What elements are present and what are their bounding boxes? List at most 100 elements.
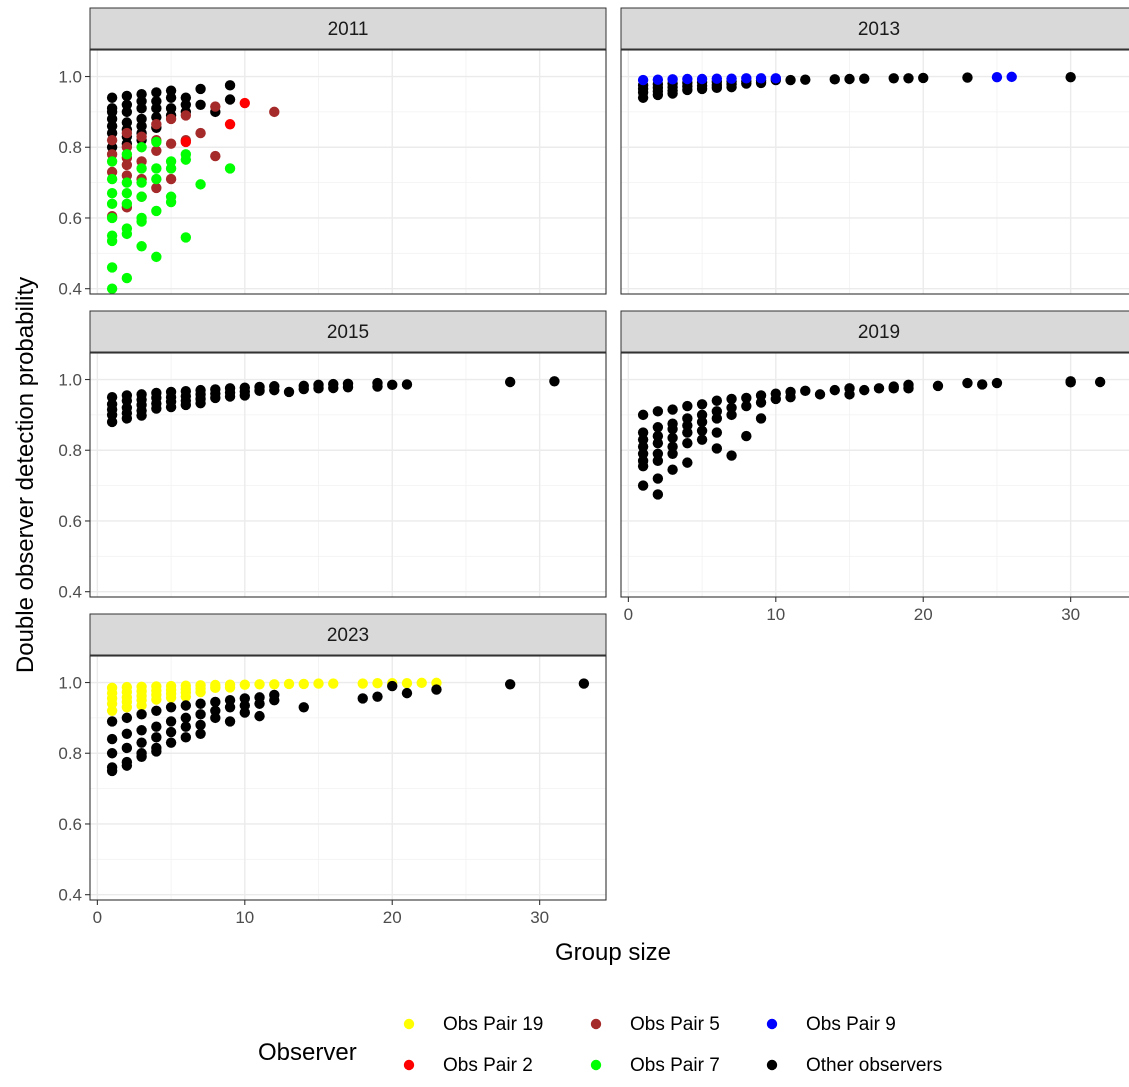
data-point [180, 154, 192, 165]
data-point [652, 489, 664, 500]
data-point [151, 403, 162, 414]
data-point [859, 384, 870, 396]
data-point [254, 710, 265, 722]
data-point [667, 404, 678, 415]
data-point [151, 182, 162, 194]
data-point [283, 386, 295, 398]
data-point [667, 423, 678, 435]
y-tick-label: 0.6 [58, 815, 82, 834]
data-point [121, 760, 133, 771]
data-point [696, 416, 708, 428]
data-point [932, 380, 944, 392]
legend-key [766, 1018, 778, 1030]
data-point [416, 677, 427, 689]
strip-background [620, 310, 1129, 353]
data-point [106, 235, 118, 247]
data-point [918, 72, 929, 84]
data-point [711, 82, 723, 94]
data-point [342, 382, 354, 393]
strip-background [89, 7, 607, 50]
strip-background [89, 613, 607, 656]
data-point [121, 228, 133, 240]
data-point [165, 716, 177, 727]
data-point [637, 74, 649, 86]
strip-background [89, 310, 607, 353]
data-point [829, 384, 840, 396]
panel-border [89, 655, 607, 901]
data-point [741, 400, 752, 412]
y-tick-label: 0.4 [58, 280, 82, 299]
x-tick-label: 0 [624, 605, 633, 624]
data-point [962, 72, 973, 83]
data-point [785, 74, 796, 86]
data-point [151, 145, 162, 156]
data-point [741, 392, 752, 404]
legend-label: Other observers [806, 1055, 942, 1076]
data-point [121, 188, 133, 199]
data-point [165, 401, 177, 413]
data-point [962, 377, 973, 389]
data-point [682, 457, 693, 468]
data-point [652, 473, 664, 484]
data-point [224, 80, 236, 91]
data-point [726, 73, 737, 84]
data-point [239, 97, 250, 109]
data-point [755, 413, 767, 424]
data-point [667, 464, 678, 475]
data-point [195, 398, 206, 409]
data-point [357, 678, 368, 689]
panels-layer: 2011 0.4 0.6 0.8 1.0 2013 2015 0.4 0.6 0.8 1.0 2019… [58, 7, 1129, 927]
data-point [106, 188, 118, 199]
data-point [165, 196, 177, 208]
data-point [121, 712, 133, 724]
data-point [210, 696, 221, 708]
data-point [106, 212, 118, 224]
data-point [298, 383, 309, 395]
data-point [136, 700, 147, 711]
data-point [151, 136, 162, 148]
y-tick-label: 0.4 [58, 583, 82, 602]
series-obs-pair-7 [106, 136, 236, 294]
data-point [151, 205, 162, 217]
data-point [682, 427, 693, 438]
data-point [814, 389, 826, 400]
data-point [180, 232, 192, 243]
data-point [165, 726, 177, 738]
data-point [254, 385, 265, 397]
data-point [800, 74, 811, 85]
data-point [151, 694, 162, 705]
data-point [136, 737, 147, 748]
data-point [224, 702, 236, 713]
data-point [224, 163, 236, 174]
data-point [151, 119, 162, 130]
data-point [387, 680, 398, 692]
data-point [1065, 377, 1076, 388]
data-point [431, 684, 442, 695]
data-point [136, 163, 147, 174]
data-point [696, 83, 708, 95]
data-point [239, 390, 250, 401]
data-point [121, 127, 133, 139]
data-point [357, 693, 368, 704]
data-point [755, 73, 767, 84]
data-point [165, 737, 177, 748]
data-point [165, 138, 177, 149]
data-point [269, 384, 280, 396]
legend-item-obs-pair-7: Obs Pair 7 [590, 1055, 720, 1076]
data-point [652, 406, 664, 417]
series-obs-pair-9 [637, 71, 1017, 86]
data-point [106, 748, 118, 759]
data-point [372, 381, 383, 392]
strip-label: 2013 [858, 19, 900, 40]
data-point [755, 397, 767, 408]
data-point [224, 391, 236, 402]
legend-label: Obs Pair 5 [630, 1014, 720, 1035]
y-tick-label: 0.8 [58, 744, 82, 763]
legend-item-obs-pair-2: Obs Pair 2 [403, 1055, 533, 1076]
legend-key [590, 1059, 602, 1071]
data-point [1006, 71, 1017, 83]
data-point [121, 106, 133, 118]
y-tick-label: 1.0 [58, 371, 82, 390]
data-point [136, 177, 147, 188]
legend: Observer Obs Pair 19 Obs Pair 5 Obs Pair 9… [258, 1014, 942, 1076]
